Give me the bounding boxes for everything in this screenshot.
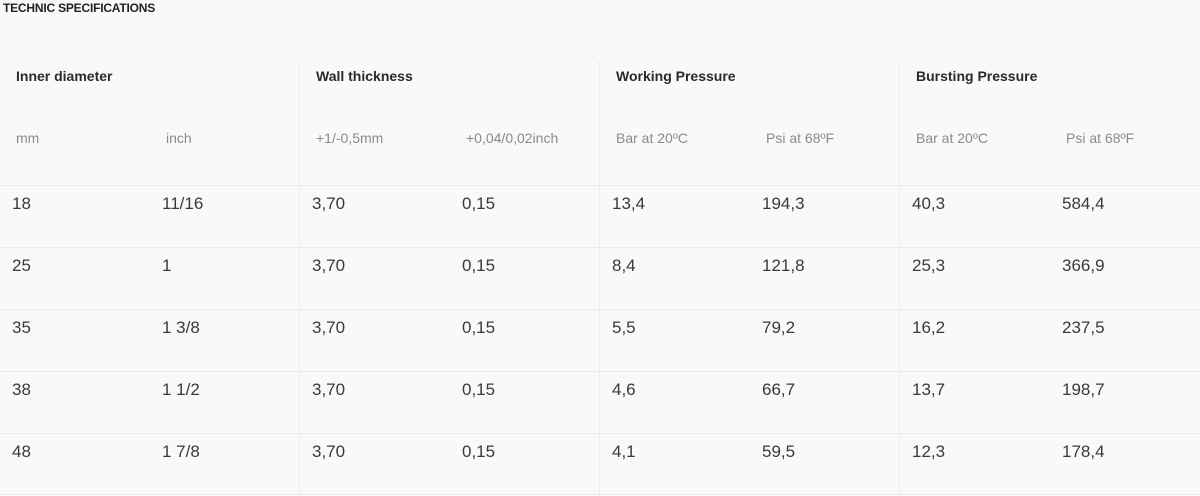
cell-inch: 1 [162, 256, 172, 275]
subheader-bursting-psi: Psi at 68ºF [1066, 130, 1135, 146]
cell-bursting-psi: 198,7 [1062, 380, 1105, 399]
cell-wall-mm: 3,70 [312, 256, 346, 275]
cell-inch: 1 3/8 [162, 318, 200, 337]
cell-bursting-psi: 178,4 [1062, 442, 1105, 461]
subheader-working-psi: Psi at 68ºF [766, 130, 835, 146]
group-divider [299, 61, 300, 496]
cell-working-bar: 4,6 [612, 380, 636, 399]
cell-inch: 1 7/8 [162, 442, 200, 461]
cell-wall-mm: 3,70 [312, 442, 346, 461]
header-bursting-pressure: Bursting Pressure [916, 68, 1038, 84]
subheader-working-bar: Bar at 20ºC [616, 130, 689, 146]
cell-working-bar: 5,5 [612, 318, 636, 337]
cell-wall-mm: 3,70 [312, 194, 346, 213]
header-inner-diameter: Inner diameter [16, 68, 113, 84]
subheader-wall-inch: +0,04/0,02inch [466, 130, 559, 146]
row-divider [0, 371, 1200, 372]
cell-mm: 18 [12, 194, 31, 213]
row-divider [0, 309, 1200, 310]
group-divider [599, 61, 600, 496]
cell-inch: 11/16 [162, 194, 204, 213]
row-divider [0, 247, 1200, 248]
cell-inch: 1 1/2 [162, 380, 200, 399]
header-working-pressure: Working Pressure [616, 68, 736, 84]
subheader-inch: inch [166, 130, 192, 146]
cell-working-bar: 4,1 [612, 442, 636, 461]
row-divider [0, 494, 1200, 495]
cell-bursting-psi: 237,5 [1062, 318, 1105, 337]
cell-mm: 38 [12, 380, 31, 399]
cell-mm: 25 [12, 256, 31, 275]
cell-wall-mm: 3,70 [312, 380, 346, 399]
cell-working-psi: 194,3 [762, 194, 805, 213]
cell-bursting-psi: 366,9 [1062, 256, 1105, 275]
group-divider [899, 61, 900, 496]
cell-wall-inch: 0,15 [462, 256, 496, 275]
cell-working-bar: 8,4 [612, 256, 636, 275]
cell-wall-inch: 0,15 [462, 380, 496, 399]
cell-bursting-bar: 40,3 [912, 194, 946, 213]
cell-working-bar: 13,4 [612, 194, 646, 213]
cell-bursting-bar: 25,3 [912, 256, 946, 275]
cell-bursting-bar: 12,3 [912, 442, 946, 461]
cell-working-psi: 59,5 [762, 442, 796, 461]
cell-wall-inch: 0,15 [462, 194, 496, 213]
subheader-mm: mm [16, 130, 40, 146]
subheader-bursting-bar: Bar at 20ºC [916, 130, 989, 146]
cell-working-psi: 79,2 [762, 318, 796, 337]
cell-wall-inch: 0,15 [462, 318, 496, 337]
subheader-wall-mm: +1/-0,5mm [316, 130, 384, 146]
cell-working-psi: 121,8 [762, 256, 805, 275]
cell-bursting-bar: 16,2 [912, 318, 946, 337]
cell-wall-inch: 0,15 [462, 442, 496, 461]
row-divider [0, 185, 1200, 186]
cell-mm: 48 [12, 442, 31, 461]
cell-working-psi: 66,7 [762, 380, 796, 399]
row-divider [0, 433, 1200, 434]
header-wall-thickness: Wall thickness [316, 68, 413, 84]
cell-bursting-psi: 584,4 [1062, 194, 1105, 213]
page-title: TECHNIC SPECIFICATIONS [3, 1, 156, 15]
cell-wall-mm: 3,70 [312, 318, 346, 337]
cell-mm: 35 [12, 318, 31, 337]
cell-bursting-bar: 13,7 [912, 380, 946, 399]
